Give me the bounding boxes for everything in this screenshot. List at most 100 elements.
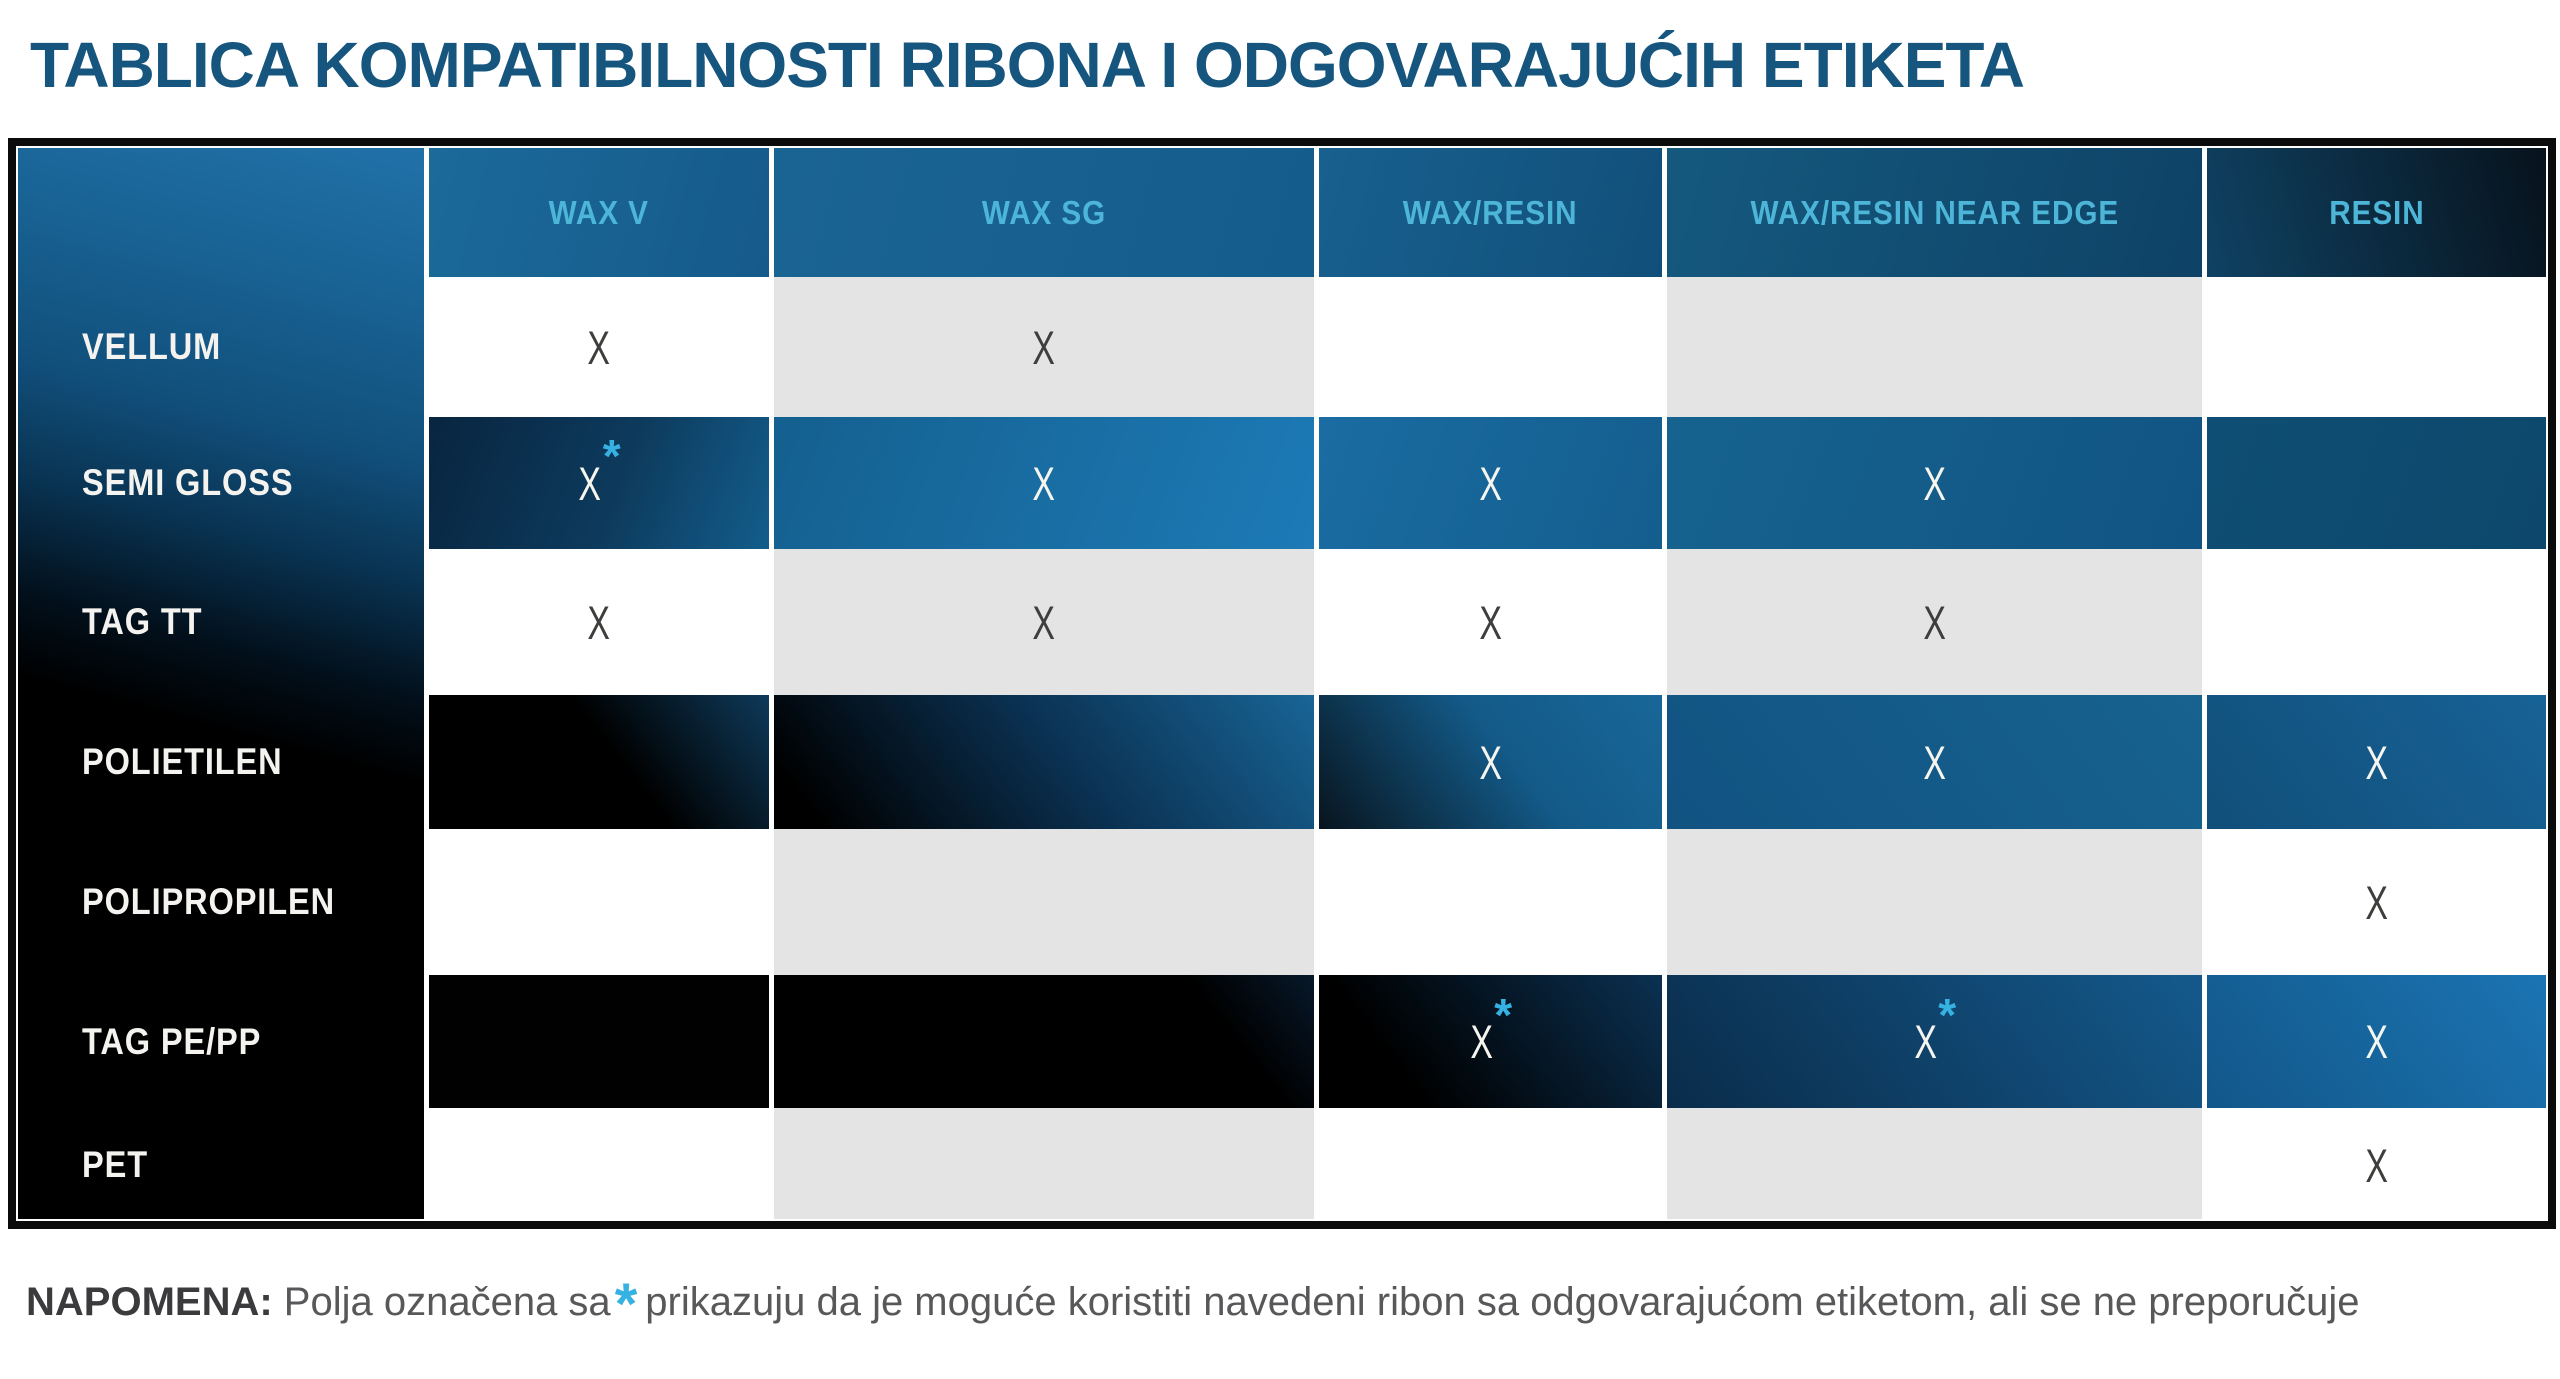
x-mark: X [1914, 1015, 1937, 1068]
note-text-before: Polja označena sa [272, 1280, 611, 1324]
row-label-text: TAG PE/PP [82, 1020, 262, 1062]
cell-tag-pe-pp-resin: X [2207, 972, 2546, 1111]
cell-fill: X [1319, 695, 1662, 829]
cell-fill: X [1667, 417, 2202, 549]
cell-polietilen-resin: X [2207, 692, 2546, 832]
cell-semi-gloss-resin [2207, 414, 2546, 552]
column-header-label: WAX SG [981, 193, 1107, 231]
header-cell-wax-v: WAX V [429, 148, 769, 280]
column-wax-resin-near-edge: WAX/RESIN NEAR EDGE X X X X * [1662, 148, 2202, 1219]
compatibility-table: VELLUM SEMI GLOSS TAG TT POLIETILEN POLIPROP… [8, 138, 2556, 1229]
x-mark: X [1479, 456, 1502, 510]
column-header-label: WAX V [548, 193, 650, 231]
cell-pet-wax-sg [774, 1111, 1314, 1219]
cell-polipropilen-wax-resin [1319, 832, 1662, 972]
column-wax-v: WAX V X X * X [424, 148, 769, 1219]
x-mark: X [587, 320, 611, 374]
cell-fill: X * [1667, 975, 2202, 1108]
cell-pet-wax-resin-near-edge [1667, 1111, 2202, 1219]
asterisk-icon: * [1494, 988, 1513, 1041]
cell-semi-gloss-wax-sg: X [774, 414, 1314, 552]
cell-vellum-resin [2207, 280, 2546, 414]
asterisk-icon: * [602, 430, 621, 482]
cell-fill [429, 695, 769, 829]
asterisk-icon: * [1938, 988, 1957, 1041]
cell-fill: X [2207, 975, 2546, 1108]
cell-polipropilen-wax-sg [774, 832, 1314, 972]
x-mark: X [2365, 1015, 2388, 1068]
data-columns: WAX V X X * X WAX SG X X X WAX/RESIN X X X X * WAX/RESI… [424, 148, 2546, 1219]
cell-tag-tt-resin [2207, 552, 2546, 692]
cell-vellum-wax-v: X [429, 280, 769, 414]
header-cell-wax-resin-near-edge: WAX/RESIN NEAR EDGE [1667, 148, 2202, 280]
header-fill: WAX/RESIN [1319, 148, 1662, 277]
cell-tag-tt-wax-v: X [429, 552, 769, 692]
row-label-text: TAG TT [82, 601, 203, 642]
row-label-text: PET [82, 1144, 148, 1185]
cell-polipropilen-resin: X [2207, 832, 2546, 972]
cell-tag-tt-wax-sg: X [774, 552, 1314, 692]
row-label-text: SEMI GLOSS [82, 462, 294, 503]
cell-polietilen-wax-sg [774, 692, 1314, 832]
header-fill: WAX SG [774, 148, 1314, 277]
x-mark: X [1470, 1015, 1493, 1068]
cell-pet-wax-v [429, 1111, 769, 1219]
cell-polipropilen-wax-v [429, 832, 769, 972]
cell-tag-pe-pp-wax-resin-near-edge: X * [1667, 972, 2202, 1111]
header-cell-wax-resin: WAX/RESIN [1319, 148, 1662, 280]
cell-tag-pe-pp-wax-v [429, 972, 769, 1111]
x-mark: X [2365, 735, 2388, 789]
cell-fill [774, 695, 1314, 829]
cell-pet-wax-resin [1319, 1111, 1662, 1219]
x-mark: X [1032, 320, 1056, 374]
cell-fill: X [1667, 695, 2202, 829]
note-label: NAPOMENA: [26, 1280, 273, 1324]
row-label-pet: PET [18, 1111, 424, 1219]
header-cell-wax-sg: WAX SG [774, 148, 1314, 280]
row-label-text: POLIETILEN [82, 741, 283, 782]
page: TABLICA KOMPATIBILNOSTI RIBONA I ODGOVAR… [8, 29, 2560, 1338]
column-wax-sg: WAX SG X X X [769, 148, 1314, 1219]
x-mark: X [2365, 1138, 2388, 1192]
label-column: VELLUM SEMI GLOSS TAG TT POLIETILEN POLIPROP… [18, 148, 424, 1219]
cell-fill: X [2207, 695, 2546, 829]
cell-tag-tt-wax-resin-near-edge: X [1667, 552, 2202, 692]
x-mark: X [1923, 456, 1946, 510]
note: NAPOMENA: Polja označena sa* prikazuju da… [26, 1271, 2560, 1338]
note-text-after: prikazuju da je moguće koristiti naveden… [645, 1280, 2360, 1324]
cell-tag-pe-pp-wax-sg [774, 972, 1314, 1111]
column-header-label: WAX/RESIN NEAR EDGE [1750, 193, 2119, 231]
row-label-polietilen: POLIETILEN [18, 692, 424, 832]
x-mark: X [1923, 735, 1946, 789]
cell-vellum-wax-sg: X [774, 280, 1314, 414]
row-label-tag-pe-pp: TAG PE/PP [18, 972, 424, 1111]
page-title: TABLICA KOMPATIBILNOSTI RIBONA I ODGOVAR… [30, 29, 2025, 101]
row-label-vellum: VELLUM [18, 280, 424, 414]
cell-fill [2207, 417, 2546, 549]
row-label-polipropilen: POLIPROPILEN [18, 832, 424, 972]
row-label-text: VELLUM [82, 326, 222, 367]
note-asterisk-icon: * [614, 1272, 638, 1337]
cell-vellum-wax-resin [1319, 280, 1662, 414]
cell-fill: X * [1319, 975, 1662, 1108]
table-corner-cell [18, 148, 424, 280]
x-mark: X [1479, 735, 1502, 789]
cell-polietilen-wax-v [429, 692, 769, 832]
cell-pet-resin: X [2207, 1111, 2546, 1219]
column-header-label: WAX/RESIN [1403, 193, 1578, 231]
row-label-semi-gloss: SEMI GLOSS [18, 414, 424, 552]
x-mark: X [2365, 875, 2388, 929]
cell-fill: X * [429, 417, 769, 549]
cell-tag-tt-wax-resin: X [1319, 552, 1662, 692]
x-mark: X [1923, 595, 1946, 649]
cell-tag-pe-pp-wax-resin: X * [1319, 972, 1662, 1111]
cell-fill: X [1319, 417, 1662, 549]
cell-semi-gloss-wax-resin: X [1319, 414, 1662, 552]
x-mark: X [1032, 456, 1056, 510]
row-label-tag-tt: TAG TT [18, 552, 424, 692]
x-mark: X [1479, 595, 1502, 649]
column-resin: RESIN X X X X [2202, 148, 2546, 1219]
header-fill: WAX/RESIN NEAR EDGE [1667, 148, 2202, 277]
header-fill: WAX V [429, 148, 769, 277]
cell-fill: X [774, 417, 1314, 549]
